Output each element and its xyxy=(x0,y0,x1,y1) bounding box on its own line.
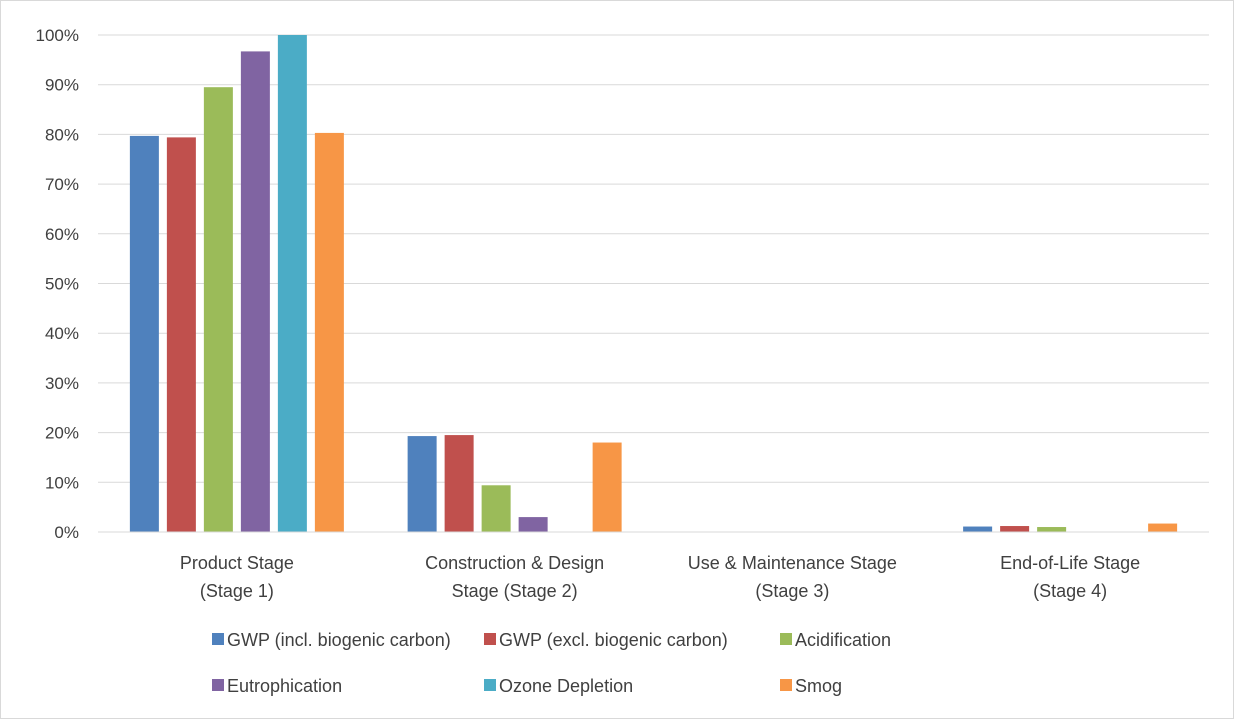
bar xyxy=(592,442,622,532)
legend-swatch xyxy=(212,633,224,645)
legend-swatch xyxy=(484,633,496,645)
x-category-label: End-of-Life Stage xyxy=(1000,553,1140,573)
y-tick-label: 80% xyxy=(45,125,79,144)
legend-label: Smog xyxy=(795,676,842,696)
x-category-label: Stage (Stage 2) xyxy=(452,581,578,601)
x-category-label: Construction & Design xyxy=(425,553,604,573)
x-axis-category-labels: Product Stage (Stage 1) Construction & Des… xyxy=(180,553,1140,601)
bar xyxy=(1000,526,1030,532)
bars xyxy=(129,35,1178,533)
legend-label: Eutrophication xyxy=(227,676,342,696)
legend-item: Eutrophication xyxy=(212,676,342,696)
bar xyxy=(1037,527,1067,532)
y-tick-label: 10% xyxy=(45,473,79,492)
legend-swatch xyxy=(780,633,792,645)
legend-label: GWP (incl. biogenic carbon) xyxy=(227,630,451,650)
x-category-label: Use & Maintenance Stage xyxy=(688,553,897,573)
x-category-label: (Stage 3) xyxy=(755,581,829,601)
legend-label: Acidification xyxy=(795,630,891,650)
bar xyxy=(240,51,270,532)
legend-swatch xyxy=(780,679,792,691)
legend-label: GWP (excl. biogenic carbon) xyxy=(499,630,728,650)
bar xyxy=(518,517,548,532)
bar xyxy=(444,435,474,532)
bar xyxy=(481,485,511,532)
y-tick-label: 70% xyxy=(45,175,79,194)
bar xyxy=(166,137,196,532)
legend-item: GWP (incl. biogenic carbon) xyxy=(212,630,451,650)
y-tick-label: 40% xyxy=(45,324,79,343)
legend-item: Acidification xyxy=(780,630,891,650)
y-tick-label: 60% xyxy=(45,225,79,244)
y-tick-label: 30% xyxy=(45,374,79,393)
bar xyxy=(129,135,159,533)
y-tick-label: 0% xyxy=(54,523,79,542)
bar xyxy=(407,436,437,532)
legend-label: Ozone Depletion xyxy=(499,676,633,696)
legend: GWP (incl. biogenic carbon) GWP (excl. bi… xyxy=(212,630,891,696)
legend-swatch xyxy=(484,679,496,691)
y-tick-label: 50% xyxy=(45,275,79,294)
legend-swatch xyxy=(212,679,224,691)
legend-item: Ozone Depletion xyxy=(484,676,633,696)
y-tick-label: 90% xyxy=(45,76,79,95)
y-axis-tick-labels: 0% 10% 20% 30% 40% 50% 60% 70% 80% 90% 100% xyxy=(36,26,79,542)
x-category-label: Product Stage xyxy=(180,553,294,573)
bar xyxy=(1148,523,1178,532)
bar xyxy=(314,132,344,532)
legend-item: Smog xyxy=(780,676,842,696)
y-tick-label: 100% xyxy=(36,26,79,45)
bar xyxy=(277,35,307,532)
x-category-label: (Stage 1) xyxy=(200,581,274,601)
legend-item: GWP (excl. biogenic carbon) xyxy=(484,630,728,650)
x-category-label: (Stage 4) xyxy=(1033,581,1107,601)
bar xyxy=(963,526,993,532)
y-tick-label: 20% xyxy=(45,424,79,443)
bar xyxy=(203,87,233,532)
